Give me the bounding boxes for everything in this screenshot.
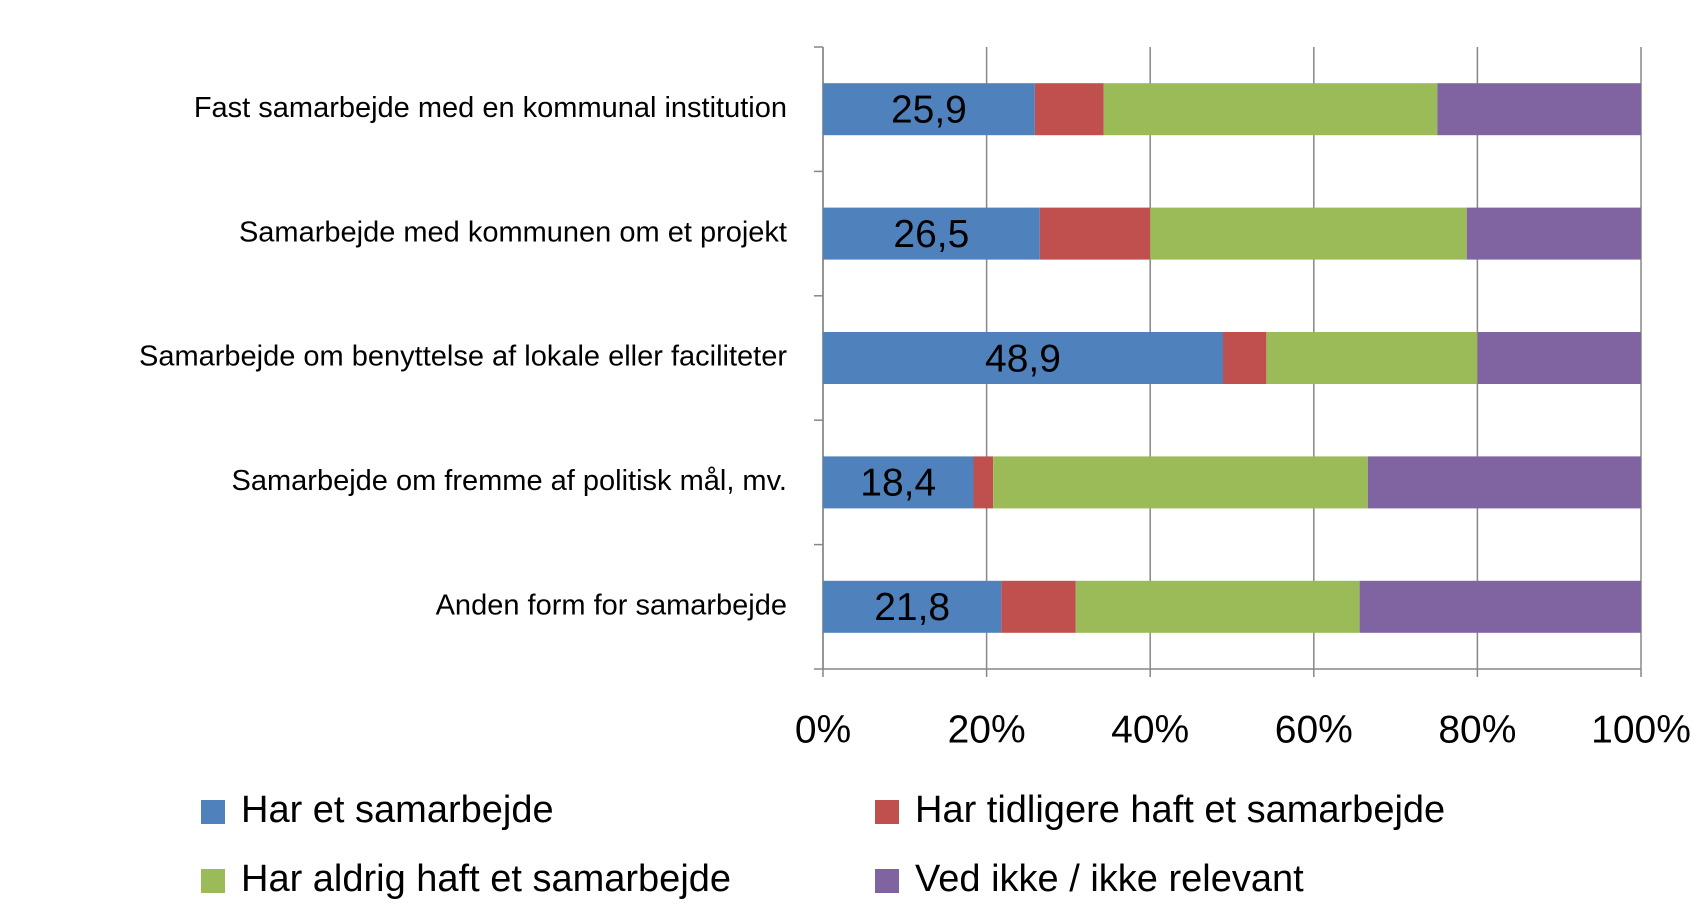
bar-segment <box>1477 332 1641 384</box>
bar-segment <box>823 207 1040 260</box>
y-tick-label: Samarbejde om benyttelse af lokale eller… <box>139 341 787 373</box>
x-tick-label: 20% <box>948 708 1026 751</box>
bar-segment <box>1367 456 1641 509</box>
bar-segment <box>1266 332 1478 384</box>
bar-segment <box>1039 207 1151 260</box>
bar-segment <box>1223 332 1267 384</box>
x-tick-label: 100% <box>1591 708 1691 751</box>
bar-segment <box>1075 580 1360 633</box>
data-label: 25,9 <box>891 88 967 131</box>
x-tick-label: 40% <box>1111 708 1189 751</box>
y-tick-label: Fast samarbejde med en kommunal institut… <box>194 92 787 124</box>
legend-label: Har aldrig haft et samarbejde <box>241 858 731 900</box>
bar-segment <box>1103 83 1438 136</box>
bar-segment <box>1034 83 1104 136</box>
data-label: 21,8 <box>874 586 950 629</box>
legend-label: Ved ikke / ikke relevant <box>915 858 1304 900</box>
bar-segment <box>1150 207 1467 260</box>
bar-segment <box>823 332 1224 384</box>
legend-swatch <box>875 869 899 893</box>
y-tick-label: Anden form for samarbejde <box>436 589 787 621</box>
bar-segment <box>973 456 994 509</box>
legend-swatch <box>875 800 899 824</box>
legend-label: Har et samarbejde <box>241 789 554 831</box>
legend-swatch <box>201 800 225 824</box>
bar-segment <box>1466 207 1641 260</box>
bar-segment <box>1437 83 1641 136</box>
x-tick-label: 0% <box>795 708 851 751</box>
bar-segment <box>823 456 974 509</box>
bar-segment <box>1001 580 1076 633</box>
bar-segment <box>1359 580 1641 633</box>
x-tick-label: 80% <box>1438 708 1516 751</box>
data-label: 26,5 <box>893 213 969 256</box>
legend-label: Har tidligere haft et samarbejde <box>915 789 1445 831</box>
y-tick-label: Samarbejde om fremme af politisk mål, mv… <box>232 465 787 497</box>
x-tick-label: 60% <box>1275 708 1353 751</box>
bar-segment <box>823 580 1002 633</box>
y-tick-label: Samarbejde med kommunen om et projekt <box>239 216 787 248</box>
data-label: 48,9 <box>985 337 1061 380</box>
legend-swatch <box>201 869 225 893</box>
bar-segment <box>823 83 1035 136</box>
bar-segment <box>993 456 1368 509</box>
data-label: 18,4 <box>860 462 936 505</box>
